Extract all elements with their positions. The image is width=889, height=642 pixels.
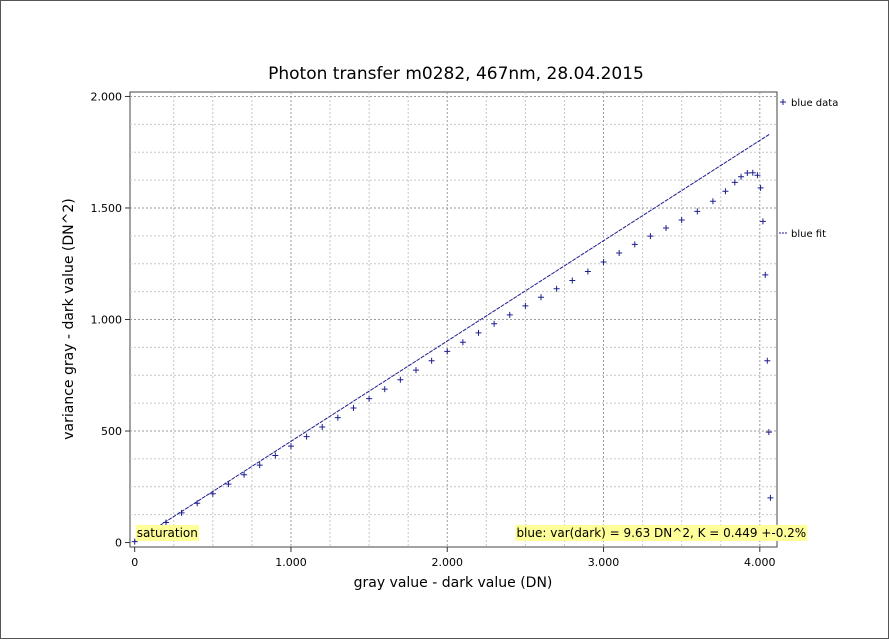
blue-data-point [553,285,560,292]
blue-data-point [738,173,745,180]
legend-item-blue-data: blue data [780,98,838,109]
blue-data-point [767,494,774,501]
x-tick-label: 2.000 [431,556,463,569]
blue-data-point [678,217,685,224]
legend-label: blue fit [791,229,826,240]
blue-data-point [694,208,701,215]
x-tick-label: 1.000 [275,556,307,569]
blue-data-point [303,433,310,440]
blue-data-point [381,386,388,393]
legend-item-blue-fit: blue fit [779,229,826,240]
blue-data-point [256,462,263,469]
blue-fit-line [134,133,770,543]
blue-data-point [749,169,756,176]
plot-area [129,91,778,548]
blue-data-point [459,339,466,346]
blue-data-point [350,405,357,412]
x-axis-ticks: 0 1.000 2.000 3.000 4.000 [131,547,776,569]
annotation-text: saturation [137,526,198,540]
y-axis-label: variance gray - dark value (DN^2) [61,198,77,439]
annotation-highlight [135,524,199,541]
blue-data-point [759,218,766,225]
blue-data-point [334,414,341,421]
blue-data-point [631,241,638,248]
blue-data-point [506,311,513,318]
y-tick-label: 1.500 [91,202,123,215]
blue-data-point [475,329,482,336]
blue-data-point [762,271,769,278]
y-tick-label: 2.000 [91,90,123,103]
legend-label: blue data [791,98,838,109]
blue-data-point [366,395,373,402]
fit-line-layer [134,133,770,543]
blue-data-point [428,357,435,364]
blue-data-point [765,429,772,436]
legend: blue data blue fit [779,98,838,240]
blue-data-point [241,471,248,478]
blue-data-point [162,519,169,526]
blue-data-point [647,233,654,240]
blue-data-point [522,302,529,309]
x-tick-label: 0 [131,556,138,569]
y-axis-ticks: 0 500 1.000 1.500 2.000 [91,90,130,550]
chart-title: Photon transfer m0282, 467nm, 28.04.2015 [268,64,644,84]
blue-data-point [709,198,716,205]
blue-data-point [569,277,576,284]
annotation-highlight [515,524,808,541]
blue-data-point [584,268,591,275]
blue-data-point [225,481,232,488]
blue-data-point [616,250,623,257]
blue-data-point [319,424,326,431]
x-tick-label: 3.000 [588,556,620,569]
blue-data-point [272,452,279,459]
blue-data-point [209,490,216,497]
blue-data-point [600,258,607,265]
blue-data-point [744,169,751,176]
fit-result-annotation: blue: var(dark) = 9.63 DN^2, K = 0.449 +… [515,524,808,541]
blue-data-point [287,443,294,450]
blue-data-point [131,538,138,545]
blue-data-point [444,348,451,355]
blue-data-point [731,179,738,186]
annotation-text: blue: var(dark) = 9.63 DN^2, K = 0.449 +… [516,526,806,540]
x-axis-label: gray value - dark value (DN) [354,575,553,591]
blue-data-point [754,172,761,179]
blue-data-point [538,294,545,301]
y-tick-label: 1.000 [91,314,123,327]
blue-data-point [397,376,404,383]
y-tick-label: 0 [115,537,122,550]
annotation-layer: saturation blue: var(dark) = 9.63 DN^2, K… [135,524,808,541]
blue-data-point [194,500,201,507]
blue-data-point [663,225,670,232]
blue-data-point [412,367,419,374]
blue-data-point [178,509,185,516]
y-tick-label: 500 [101,425,122,438]
blue-data-point [757,184,764,191]
blue-data-point [491,320,498,327]
x-tick-label: 4.000 [744,556,776,569]
saturation-annotation: saturation [135,524,199,541]
data-points-layer [131,169,774,545]
blue-data-point [722,188,729,195]
blue-data-point [764,357,771,364]
legend-marker [780,99,786,105]
